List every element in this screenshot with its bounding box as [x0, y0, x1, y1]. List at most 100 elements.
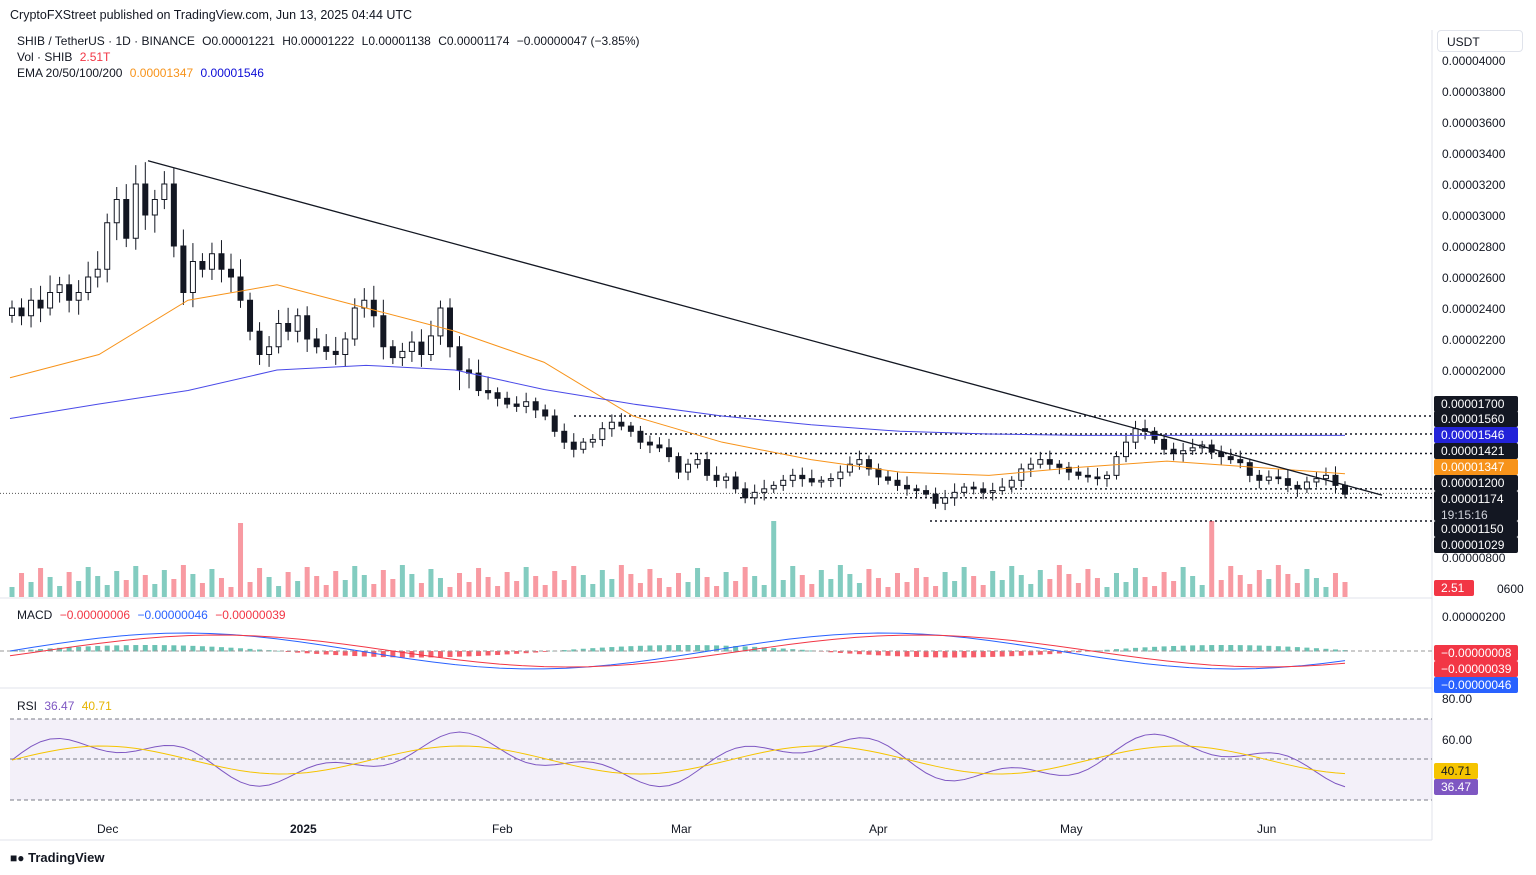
volume-bar: [1285, 574, 1291, 597]
macd-histogram-bar: [352, 651, 358, 657]
macd-histogram-bar: [799, 649, 805, 652]
level-tag-1421: 0.00001421: [1434, 443, 1518, 459]
volume-bar: [85, 567, 91, 597]
candle-body: [351, 307, 358, 340]
volume-bar: [304, 567, 310, 597]
candle-body: [218, 253, 225, 270]
macd-histogram-bar: [1142, 647, 1148, 652]
tradingview-logo[interactable]: ■● TradingView: [10, 850, 104, 865]
candle-body: [1103, 474, 1110, 480]
currency-button[interactable]: USDT: [1437, 30, 1523, 52]
candle-body: [427, 335, 434, 355]
last-price: 0.00001174: [1441, 492, 1504, 506]
volume-bar: [514, 581, 520, 597]
volume-bar: [790, 566, 796, 597]
volume-bar: [894, 573, 900, 597]
volume-bar: [218, 578, 224, 597]
candle-body: [970, 486, 977, 490]
price-tick: 0.00003800: [1442, 85, 1506, 99]
volume-bar: [28, 582, 34, 597]
macd-histogram-bar: [894, 651, 900, 657]
candle-body: [1256, 474, 1263, 481]
level-tag-1700: 0.00001700: [1434, 396, 1518, 412]
volume-bar: [752, 576, 758, 597]
macd-histogram-bar: [161, 645, 167, 652]
footer-brand: TradingView: [28, 850, 105, 865]
volume-bar: [1256, 570, 1262, 597]
macd-histogram-bar: [828, 651, 834, 653]
macd-histogram-bar: [1113, 649, 1119, 652]
candle-body: [342, 338, 349, 355]
candle-body: [904, 484, 911, 490]
candle-body: [513, 403, 520, 407]
candle-body: [1275, 476, 1282, 480]
volume-bar: [95, 576, 101, 597]
candle-body: [884, 476, 891, 481]
candle-body: [1284, 478, 1291, 486]
macd-histogram-bar: [85, 646, 91, 652]
candle-body: [1008, 479, 1015, 488]
candle-body: [1056, 463, 1063, 468]
volume-bar: [533, 576, 539, 597]
volume-bar: [1313, 578, 1319, 597]
macd-histogram-bar: [371, 651, 377, 657]
macd-histogram-bar: [980, 651, 986, 658]
volume-bar: [695, 568, 701, 597]
macd-histogram-bar: [961, 651, 967, 658]
symbol-title[interactable]: SHIB / TetherUS · 1D · BINANCE: [17, 34, 195, 48]
candle-body: [932, 493, 939, 504]
candle-body: [646, 441, 653, 446]
candle-body: [199, 261, 206, 270]
macd-histogram-bar: [1161, 646, 1167, 652]
macd-histogram-bar: [866, 651, 872, 655]
candle-body: [894, 479, 901, 486]
macd-histogram-bar: [990, 651, 996, 657]
rsi-label[interactable]: RSI: [17, 699, 38, 713]
candle-body: [1313, 478, 1320, 483]
volume-label[interactable]: Vol · SHIB: [17, 50, 73, 64]
macd-histogram-bar: [276, 650, 282, 652]
open-value: O0.00001221: [202, 34, 275, 48]
volume-bar: [580, 575, 586, 597]
macd-label[interactable]: MACD: [17, 608, 53, 622]
time-tick: Jun: [1257, 822, 1277, 836]
volume-bar: [999, 580, 1005, 597]
candle-body: [942, 497, 949, 504]
candle-body: [951, 491, 958, 499]
ema-label[interactable]: EMA 20/50/100/200: [17, 66, 123, 80]
price-tick: 0.00002200: [1442, 333, 1506, 347]
price-tick: 0.00002600: [1442, 271, 1506, 285]
volume-bar: [171, 579, 177, 597]
volume-bar: [1066, 574, 1072, 597]
candle-body: [570, 441, 577, 450]
candle-body: [66, 284, 73, 301]
macd-histogram-bar: [952, 651, 958, 658]
candle-body: [332, 350, 339, 355]
candle-body: [1075, 471, 1082, 476]
volume-bar: [38, 568, 44, 597]
candle-body: [523, 401, 530, 407]
volume-bar: [771, 521, 777, 597]
volume-bar: [190, 574, 196, 597]
macd-histogram-bar: [447, 651, 453, 658]
candle-body: [999, 486, 1006, 492]
volume-bar: [495, 586, 501, 597]
volume-bar: [1047, 579, 1053, 597]
rsi-ma-line: [11, 745, 1346, 775]
volume-bar: [361, 575, 367, 597]
volume-bar: [1009, 566, 1015, 597]
volume-bar: [704, 577, 710, 597]
macd-histogram-bar: [695, 645, 701, 652]
macd-histogram-bar: [304, 651, 310, 654]
macd-histogram-bar: [437, 651, 443, 658]
volume-bar: [723, 572, 729, 597]
candle-body: [713, 474, 720, 481]
volume-bar: [66, 572, 72, 597]
volume-bar: [180, 565, 186, 597]
macd-histogram-bar: [904, 651, 910, 657]
volume-bar: [1171, 581, 1177, 597]
macd-line-tag: −0.00000046: [1434, 677, 1518, 693]
candle-body: [446, 307, 453, 348]
candle-body: [846, 463, 853, 473]
